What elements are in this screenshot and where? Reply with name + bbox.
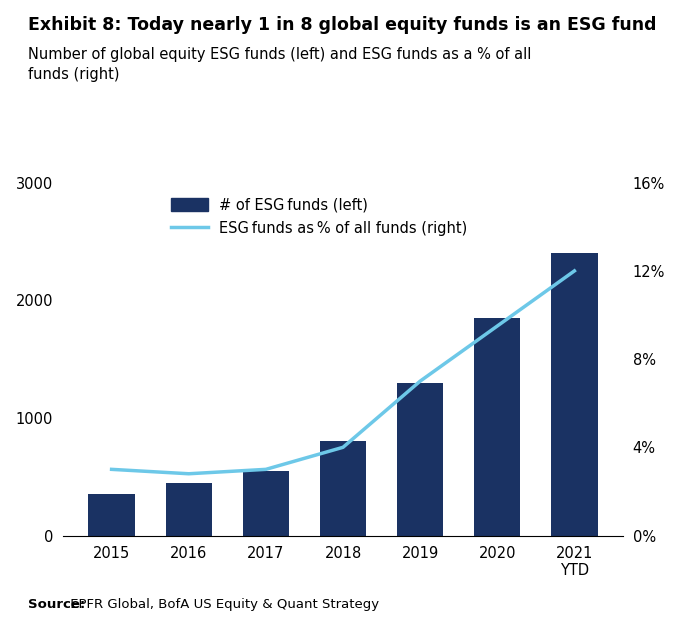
Text: Source:: Source: [28, 598, 85, 611]
Bar [552, 253, 598, 536]
Bar [320, 442, 366, 536]
Text: EPFR Global, BofA US Equity & Quant Strategy: EPFR Global, BofA US Equity & Quant Stra… [66, 598, 379, 611]
Bar [474, 318, 520, 536]
Text: Exhibit 8: Today nearly 1 in 8 global equity funds is an ESG fund: Exhibit 8: Today nearly 1 in 8 global eq… [28, 16, 657, 34]
Legend: # of ESG funds (left), ESG funds as % of all funds (right): # of ESG funds (left), ESG funds as % of… [171, 197, 468, 236]
Bar [397, 382, 443, 536]
Bar [88, 495, 134, 536]
Bar [166, 483, 212, 536]
Bar [243, 471, 289, 536]
Text: Number of global equity ESG funds (left) and ESG funds as a % of all
funds (righ: Number of global equity ESG funds (left)… [28, 47, 531, 82]
